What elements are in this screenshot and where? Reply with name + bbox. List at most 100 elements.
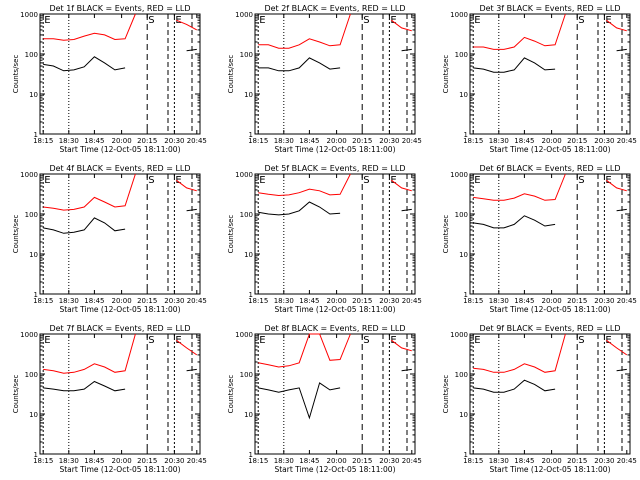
- series-line-lld: [473, 173, 566, 201]
- x-tick-label: 18:45: [299, 457, 319, 465]
- plot-frame: [39, 13, 201, 135]
- x-tick-label: 20:00: [112, 457, 132, 465]
- plot-frame: [254, 13, 416, 135]
- x-tick-label: 18:15: [463, 297, 483, 305]
- x-tick-label: 18:45: [84, 137, 104, 145]
- y-tick-label: 10: [459, 251, 468, 259]
- time-marker-label: S: [363, 335, 369, 346]
- series-line-events: [401, 208, 412, 212]
- time-marker-label: E: [474, 335, 480, 346]
- series-line-lld: [606, 179, 627, 192]
- x-tick-label: 20:30: [594, 457, 614, 465]
- y-tick-label: 1: [34, 291, 38, 299]
- x-tick-label: 18:15: [33, 457, 53, 465]
- y-tick-label: 1000: [450, 171, 468, 179]
- y-tick-label: 1: [249, 451, 253, 459]
- panel-title: Det 4f BLACK = Events, RED = LLD: [49, 164, 190, 173]
- y-tick-label: 100: [455, 371, 468, 379]
- panel-title: Det 7f BLACK = Events, RED = LLD: [49, 324, 190, 333]
- x-tick-label: 20:15: [352, 137, 372, 145]
- x-tick-label: 18:45: [514, 297, 534, 305]
- x-tick-label: 20:30: [379, 137, 399, 145]
- x-tick-label: 18:30: [274, 137, 294, 145]
- time-marker-label: S: [363, 175, 369, 186]
- series-line-lld: [391, 19, 412, 32]
- series-line-events: [401, 368, 412, 372]
- time-marker-label: S: [148, 15, 154, 26]
- time-marker-label: E: [605, 15, 611, 26]
- series-line-lld: [473, 13, 566, 50]
- panel-det-8: Det 8f BLACK = Events, RED = LLD 1 10 100 10…: [227, 324, 422, 474]
- x-axis-label: Start Time (12-Oct-05 18:11:00): [489, 305, 610, 314]
- y-axis-label: Counts/sec: [442, 55, 450, 94]
- y-tick-label: 1000: [450, 331, 468, 339]
- x-tick-label: 20:45: [402, 297, 422, 305]
- plot-frame: [469, 13, 631, 135]
- panel-det-7: Det 7f BLACK = Events, RED = LLD 1 10 100 10…: [12, 324, 207, 474]
- plot-frame: [469, 173, 631, 295]
- panel-title: Det 3f BLACK = Events, RED = LLD: [479, 4, 620, 13]
- time-marker-label: E: [390, 15, 396, 26]
- x-tick-label: 20:45: [402, 457, 422, 465]
- x-axis-label: Start Time (12-Oct-05 18:11:00): [59, 465, 180, 474]
- panel-title: Det 6f BLACK = Events, RED = LLD: [479, 164, 620, 173]
- x-tick-label: 20:30: [379, 457, 399, 465]
- series-line-events: [258, 382, 341, 420]
- x-tick-label: 18:15: [248, 457, 268, 465]
- series-line-lld: [176, 19, 198, 31]
- x-tick-label: 18:30: [489, 457, 509, 465]
- x-tick-label: 20:15: [567, 457, 587, 465]
- x-tick-label: 18:45: [514, 137, 534, 145]
- x-tick-label: 18:45: [84, 457, 104, 465]
- series-line-events: [616, 368, 627, 372]
- time-marker-label: S: [148, 175, 154, 186]
- series-line-lld: [391, 179, 412, 192]
- y-tick-label: 10: [29, 251, 38, 259]
- series-line-events: [43, 380, 126, 392]
- y-tick-label: 10: [244, 411, 253, 419]
- y-tick-label: 1000: [20, 171, 38, 179]
- series-line-events: [473, 379, 556, 393]
- x-tick-label: 20:15: [352, 457, 372, 465]
- x-tick-label: 18:45: [299, 137, 319, 145]
- x-tick-label: 20:30: [164, 137, 184, 145]
- y-tick-label: 100: [240, 51, 253, 59]
- y-axis-label: Counts/sec: [12, 375, 20, 414]
- y-tick-label: 10: [244, 251, 253, 259]
- y-tick-label: 1000: [235, 171, 253, 179]
- time-marker-label: E: [259, 15, 265, 26]
- x-tick-label: 18:45: [514, 457, 534, 465]
- series-line-events: [258, 201, 341, 216]
- y-tick-label: 10: [459, 91, 468, 99]
- panel-det-4: Det 4f BLACK = Events, RED = LLD 1 10 100 10…: [12, 164, 207, 314]
- x-tick-label: 20:15: [137, 297, 157, 305]
- y-tick-label: 1000: [20, 11, 38, 19]
- x-tick-label: 20:30: [594, 137, 614, 145]
- time-marker-label: E: [259, 175, 265, 186]
- x-tick-label: 20:30: [164, 297, 184, 305]
- y-tick-label: 100: [25, 211, 38, 219]
- series-line-lld: [606, 339, 628, 356]
- x-tick-label: 20:30: [594, 297, 614, 305]
- y-tick-label: 1000: [235, 11, 253, 19]
- series-line-lld: [43, 13, 136, 41]
- x-tick-label: 20:00: [542, 457, 562, 465]
- y-tick-label: 100: [455, 51, 468, 59]
- panel-title: Det 5f BLACK = Events, RED = LLD: [264, 164, 405, 173]
- y-tick-label: 1000: [235, 331, 253, 339]
- series-line-lld: [43, 173, 136, 211]
- time-marker-label: E: [175, 15, 181, 26]
- y-axis-label: Counts/sec: [12, 215, 20, 254]
- y-tick-label: 10: [29, 91, 38, 99]
- series-line-events: [43, 217, 126, 234]
- series-line-events: [473, 215, 556, 229]
- series-line-lld: [258, 13, 351, 49]
- time-marker-label: E: [44, 175, 50, 186]
- y-tick-label: 10: [29, 411, 38, 419]
- series-line-lld: [473, 333, 566, 373]
- x-axis-label: Start Time (12-Oct-05 18:11:00): [274, 465, 395, 474]
- time-marker-label: E: [44, 15, 50, 26]
- x-tick-label: 18:30: [274, 457, 294, 465]
- series-line-events: [473, 57, 556, 73]
